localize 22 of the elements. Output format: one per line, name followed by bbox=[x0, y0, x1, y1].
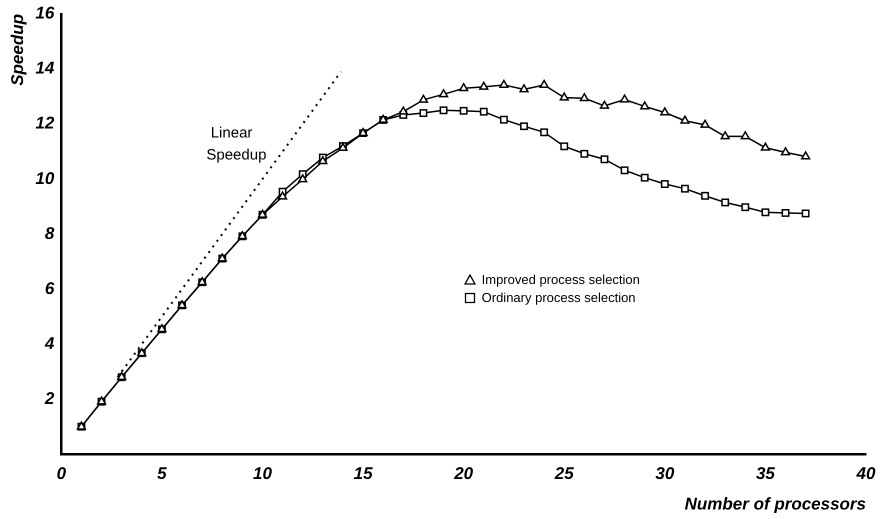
x-tick-label: 0 bbox=[56, 464, 67, 484]
x-tick-label: 40 bbox=[856, 464, 876, 484]
y-tick-label: 4 bbox=[44, 334, 55, 353]
y-tick-label: 14 bbox=[35, 58, 55, 78]
x-tick-label: 30 bbox=[655, 464, 675, 484]
x-tick-label: 25 bbox=[554, 464, 574, 484]
y-axis-title: Speedup bbox=[8, 14, 27, 86]
legend-label: Improved process selection bbox=[482, 272, 640, 288]
series-label: Linear Speedup bbox=[206, 124, 266, 164]
x-tick-label: 15 bbox=[354, 464, 374, 484]
x-tick-label: 35 bbox=[756, 464, 776, 484]
y-tick-label: 10 bbox=[35, 168, 55, 188]
y-tick-label: 2 bbox=[44, 388, 55, 408]
y-tick-label: 16 bbox=[35, 4, 55, 23]
x-tick-label: 20 bbox=[453, 464, 474, 484]
x-axis-title: Number of processors bbox=[684, 494, 866, 514]
y-tick-label: 12 bbox=[35, 114, 55, 133]
x-tick-label: 10 bbox=[253, 464, 272, 484]
y-tick-label: 6 bbox=[44, 278, 55, 298]
y-tick-label: 8 bbox=[44, 224, 55, 243]
legend-label: Ordinary process selection bbox=[482, 290, 636, 306]
x-tick-label: 5 bbox=[157, 464, 168, 484]
